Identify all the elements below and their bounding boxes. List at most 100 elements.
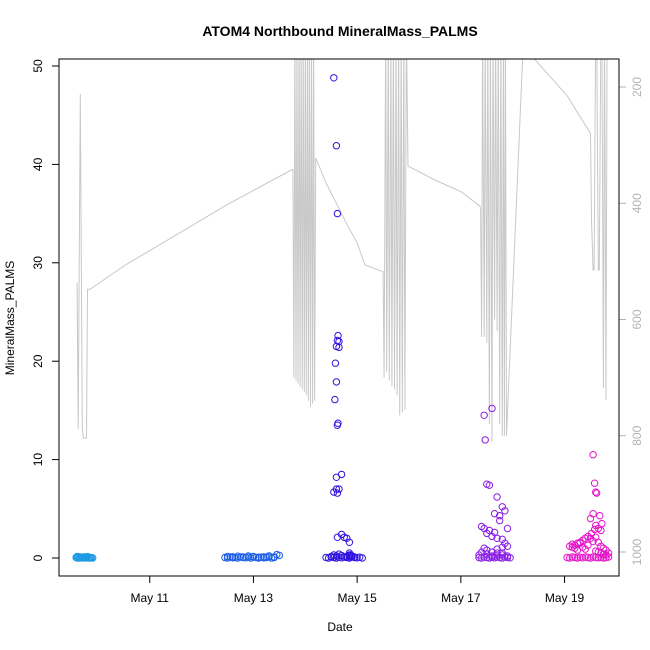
data-point [76,553,84,561]
data-point [493,553,501,561]
plot-frame [58,58,620,577]
data-point [584,541,592,549]
axes-layer: May 11 May 13 May 15 May 17 May 19 0 10 20 30 40 5… [31,59,644,605]
data-point [485,526,494,535]
right-tick-label: 400 [630,193,644,213]
data-point [350,553,359,561]
data-point [81,553,89,561]
data-point [234,552,242,560]
data-point [481,436,489,444]
data-point [322,553,330,562]
data-point [343,534,351,542]
data-point [592,488,600,496]
data-point [596,512,604,520]
data-point [78,553,87,561]
data-point [483,550,491,558]
data-point [493,551,501,559]
data-point [498,551,506,559]
data-point [254,553,263,561]
data-point [86,553,94,562]
data-point [337,470,346,479]
data-point [332,485,341,493]
data-point [563,553,571,562]
data-point [493,534,501,542]
data-point [498,543,506,551]
data-point [581,545,589,553]
data-point [590,479,599,487]
series-2 [221,550,284,562]
data-point [480,411,488,419]
y-tick-label: 10 [31,453,45,467]
data-point [503,552,512,560]
data-point [333,336,342,345]
series-5 [563,451,613,562]
data-point [332,142,341,150]
data-point [265,552,273,560]
data-point [584,553,592,562]
data-point [488,532,496,541]
data-point [333,489,342,497]
data-point [589,553,597,561]
data-point [239,553,247,561]
data-point [270,553,278,561]
data-point [594,538,602,546]
data-point [581,553,589,561]
data-point [589,537,597,545]
x-tick-label: May 17 [441,591,481,605]
data-point [73,552,81,561]
y-tick-label: 50 [31,59,45,73]
data-point [483,546,491,554]
data-point [503,542,512,550]
data-point [593,489,601,497]
right-tick-label: 600 [630,309,644,329]
series-3 [322,74,366,562]
data-point [568,553,576,561]
data-point [490,510,499,518]
data-point [260,553,268,561]
data-point [586,514,595,523]
series-4 [475,404,514,562]
y-axis-label: MineralMass_PALMS [3,261,17,375]
data-point [333,421,342,429]
data-point [477,548,486,556]
data-point [244,552,253,560]
points-layer [72,74,613,562]
data-point [589,451,597,459]
altitude-layer [76,59,608,442]
x-tick-label: May 15 [337,591,377,605]
data-point [333,209,342,218]
data-point [345,538,354,546]
data-point [331,359,340,367]
data-point [568,543,576,551]
data-point [496,512,504,520]
right-tick-label: 800 [630,425,644,445]
y-tick-label: 30 [31,256,45,270]
data-point [571,553,579,562]
x-tick-label: May 19 [545,591,585,605]
data-point [598,519,606,528]
data-point [333,533,342,541]
data-point [493,549,501,557]
data-point [485,481,494,489]
y-tick-label: 0 [31,554,45,561]
data-point [331,395,339,404]
data-point [229,553,237,561]
data-point [501,507,509,515]
y-tick-label: 20 [31,354,45,368]
data-point [503,524,512,533]
data-point [498,503,506,511]
x-tick-label: May 13 [234,591,274,605]
chart-title: ATOM4 Northbound MineralMass_PALMS [202,23,477,39]
data-point [275,551,284,560]
altitude-line [76,59,608,442]
data-point [332,378,341,386]
data-point [483,553,491,562]
data-point [89,554,97,562]
data-point [335,485,343,493]
data-point [498,535,506,543]
data-point [223,552,232,561]
series-1 [72,552,97,562]
data-point [493,493,501,501]
